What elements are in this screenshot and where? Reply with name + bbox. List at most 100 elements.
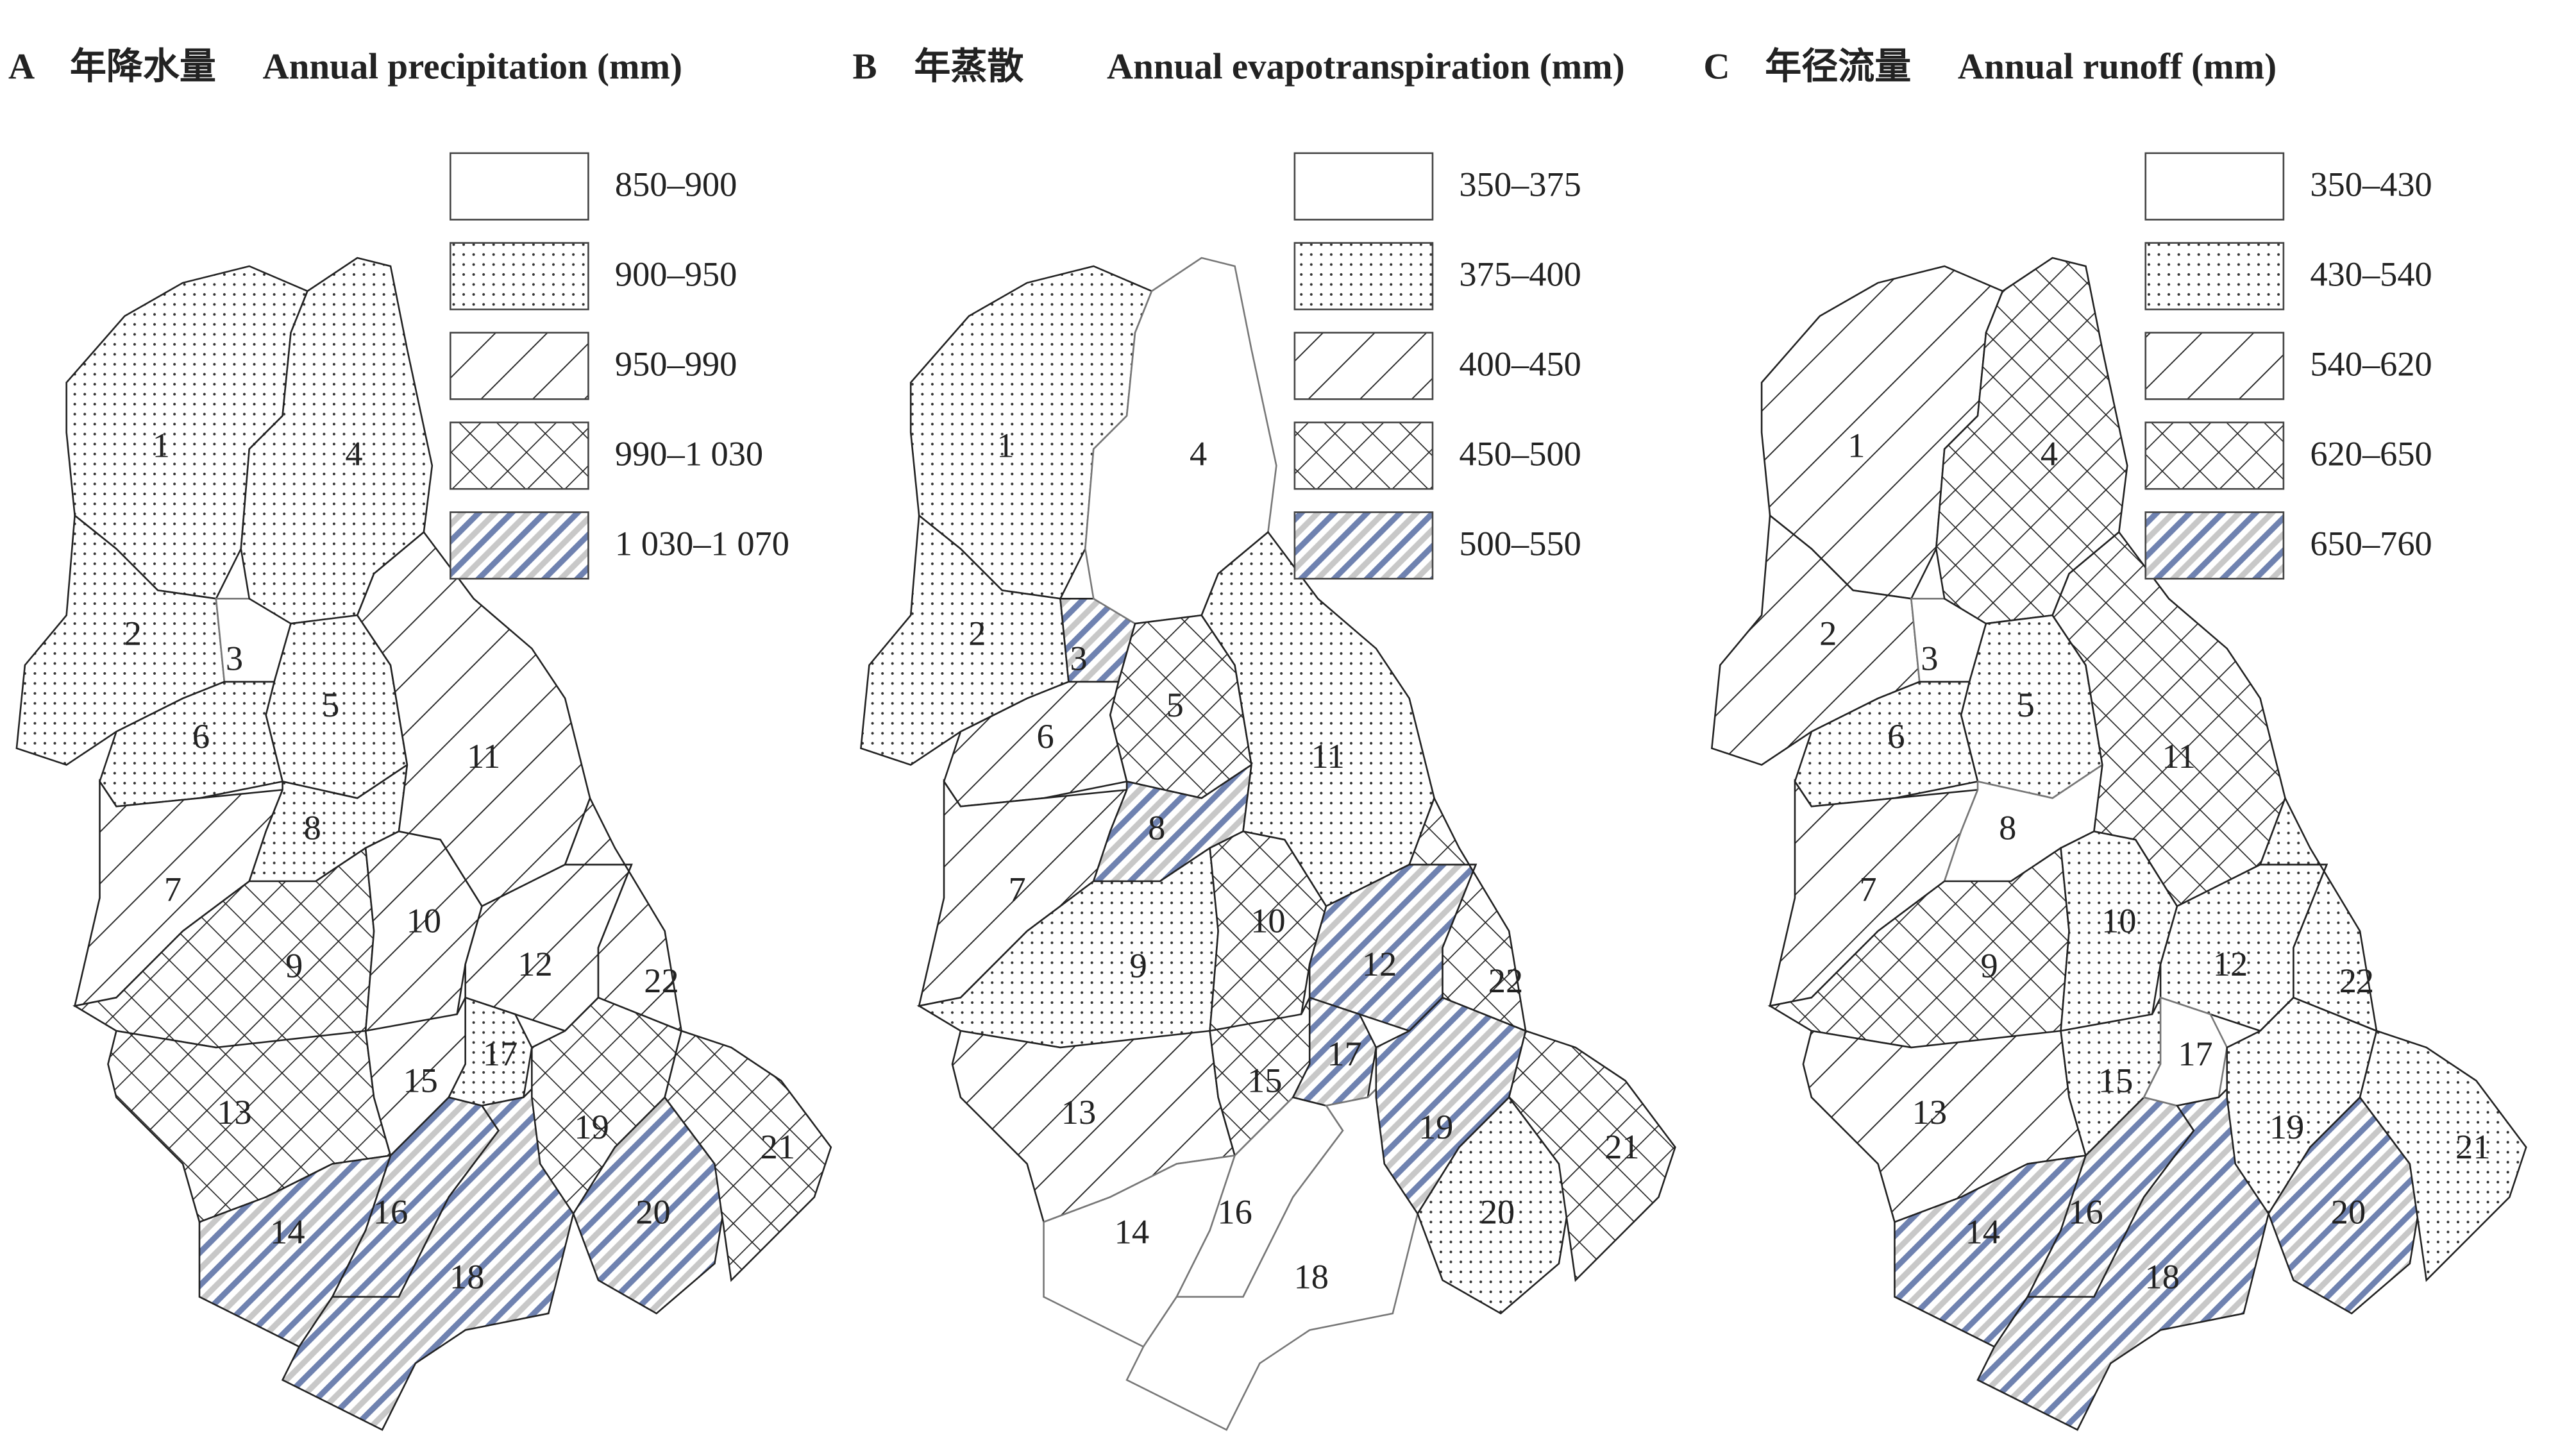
- legend-label: 350–430: [2310, 165, 2432, 204]
- subbasin-label: 19: [1418, 1108, 1453, 1146]
- subbasin-label: 17: [483, 1035, 518, 1073]
- legend-label: 620–650: [2310, 435, 2432, 473]
- legend-label: 500–550: [1459, 524, 1581, 563]
- subbasin-label: 2: [1819, 614, 1837, 652]
- subbasin-label: 3: [226, 639, 243, 677]
- panel-title-zh: 年蒸散: [914, 46, 1023, 87]
- subbasin-label: 11: [467, 737, 500, 775]
- subbasin-label: 10: [407, 902, 441, 940]
- subbasin-label: 4: [1190, 435, 1207, 473]
- legend-label: 375–400: [1459, 255, 1581, 294]
- legend-label: 430–540: [2310, 255, 2432, 294]
- subbasin-label: 20: [2331, 1192, 2366, 1231]
- map-panel: C 年径流量 Annual runoff (mm)12345678910111213…: [1703, 46, 2527, 1431]
- subbasin-label: 4: [345, 435, 362, 473]
- subbasin-label: 14: [1966, 1212, 2000, 1251]
- subbasin-label: 13: [217, 1093, 251, 1131]
- subbasin-label: 21: [2455, 1128, 2490, 1166]
- legend-swatch: [2144, 421, 2285, 490]
- subbasin-label: 5: [322, 686, 339, 724]
- panel-title-en: Annual precipitation (mm): [262, 46, 682, 87]
- subbasin-label: 14: [270, 1212, 305, 1251]
- legend-label: 850–900: [615, 165, 737, 204]
- legend-label: 450–500: [1459, 435, 1581, 473]
- subbasin-label: 21: [761, 1128, 795, 1166]
- subbasin-label: 11: [2162, 737, 2195, 775]
- legend-label: 1 030–1 070: [615, 524, 789, 563]
- legend-label: 990–1 030: [615, 435, 763, 473]
- map-panel: B 年蒸散 Annual evapotranspiration (mm) 12 3 4 5 6…: [852, 46, 1676, 1431]
- subbasin-label: 6: [1887, 717, 1905, 756]
- panel-letter: B: [852, 46, 877, 87]
- panel-title-en: Annual evapotranspiration (mm): [1107, 46, 1625, 87]
- legend-label: 900–950: [615, 255, 737, 294]
- legend-swatch: [450, 152, 589, 221]
- subbasin-label: 22: [1488, 961, 1523, 1000]
- legend-swatch: [450, 421, 589, 490]
- subbasin-label: 1: [1848, 427, 1865, 465]
- subbasin-label: 20: [1480, 1192, 1515, 1231]
- subbasin-label: 9: [285, 947, 303, 985]
- map-panel: A 年降水量 Annual precipitation (mm)1234567891…: [8, 46, 832, 1431]
- subbasin-label: 8: [1999, 809, 2016, 847]
- subbasin-label: 18: [2144, 1257, 2179, 1296]
- subbasin-label: 12: [2213, 945, 2248, 983]
- subbasin-label: 2: [124, 614, 142, 652]
- subbasin-label: 19: [574, 1108, 609, 1146]
- subbasin: [1508, 1029, 1676, 1282]
- subbasin-label: 10: [2101, 902, 2136, 940]
- subbasin-label: 1: [997, 427, 1014, 465]
- subbasin-label: 22: [2339, 961, 2374, 1000]
- subbasin: [2259, 796, 2378, 1033]
- subbasin-label: 7: [1859, 870, 1876, 909]
- legend-swatch: [2144, 152, 2285, 221]
- subbasin: [2359, 1029, 2527, 1282]
- subbasin-label: 4: [2041, 435, 2058, 473]
- subbasin-label: 15: [403, 1062, 437, 1100]
- subbasin-label: 6: [192, 717, 210, 756]
- subbasin-label: 18: [450, 1257, 484, 1296]
- subbasin-label: 1: [153, 427, 170, 465]
- subbasin-label: 12: [518, 945, 552, 983]
- subbasin-label: 8: [1148, 809, 1165, 847]
- subbasin-label: 15: [2098, 1062, 2133, 1100]
- legend-label: 650–760: [2310, 524, 2432, 563]
- subbasin-label: 3: [1070, 639, 1087, 677]
- subbasin-label: 8: [304, 809, 321, 847]
- legend-swatch: [1293, 152, 1434, 221]
- panel-title-zh: 年降水量: [70, 46, 216, 87]
- subbasin-label: 12: [1362, 945, 1397, 983]
- subbasin: [1408, 796, 1527, 1033]
- panel-letter: A: [8, 46, 35, 87]
- subbasin-label: 5: [2017, 686, 2035, 724]
- subbasin-label: 13: [1061, 1093, 1096, 1131]
- subbasin: [664, 1029, 832, 1282]
- legend-swatch: [450, 511, 589, 580]
- legend-swatch: [2144, 511, 2285, 580]
- legend-swatch: [2144, 332, 2285, 400]
- subbasin-label: 15: [1247, 1062, 1282, 1100]
- subbasin: [564, 796, 683, 1033]
- subbasin-label: 7: [164, 870, 181, 909]
- subbasin-label: 5: [1166, 686, 1184, 724]
- subbasin-label: 6: [1037, 717, 1054, 756]
- panel-letter: C: [1703, 46, 1730, 87]
- subbasin-label: 19: [2269, 1108, 2304, 1146]
- legend-swatch: [2144, 242, 2285, 310]
- subbasin-label: 9: [1981, 947, 1998, 985]
- legend-swatch: [1293, 332, 1434, 400]
- subbasin-label: 21: [1604, 1128, 1639, 1166]
- legend-label: 350–375: [1459, 165, 1581, 204]
- subbasin-label: 10: [1250, 902, 1285, 940]
- panel-title-zh: 年径流量: [1765, 46, 1911, 87]
- subbasin-label: 7: [1008, 870, 1025, 909]
- subbasin-label: 20: [636, 1192, 670, 1231]
- legend-swatch: [450, 242, 589, 310]
- subbasin-label: 13: [1912, 1093, 1947, 1131]
- panel-title-en: Annual runoff (mm): [1958, 46, 2277, 87]
- legend-swatch: [1293, 242, 1434, 310]
- legend-label: 540–620: [2310, 345, 2432, 384]
- subbasin-label: 17: [2178, 1035, 2212, 1073]
- legend-swatch: [1293, 421, 1434, 490]
